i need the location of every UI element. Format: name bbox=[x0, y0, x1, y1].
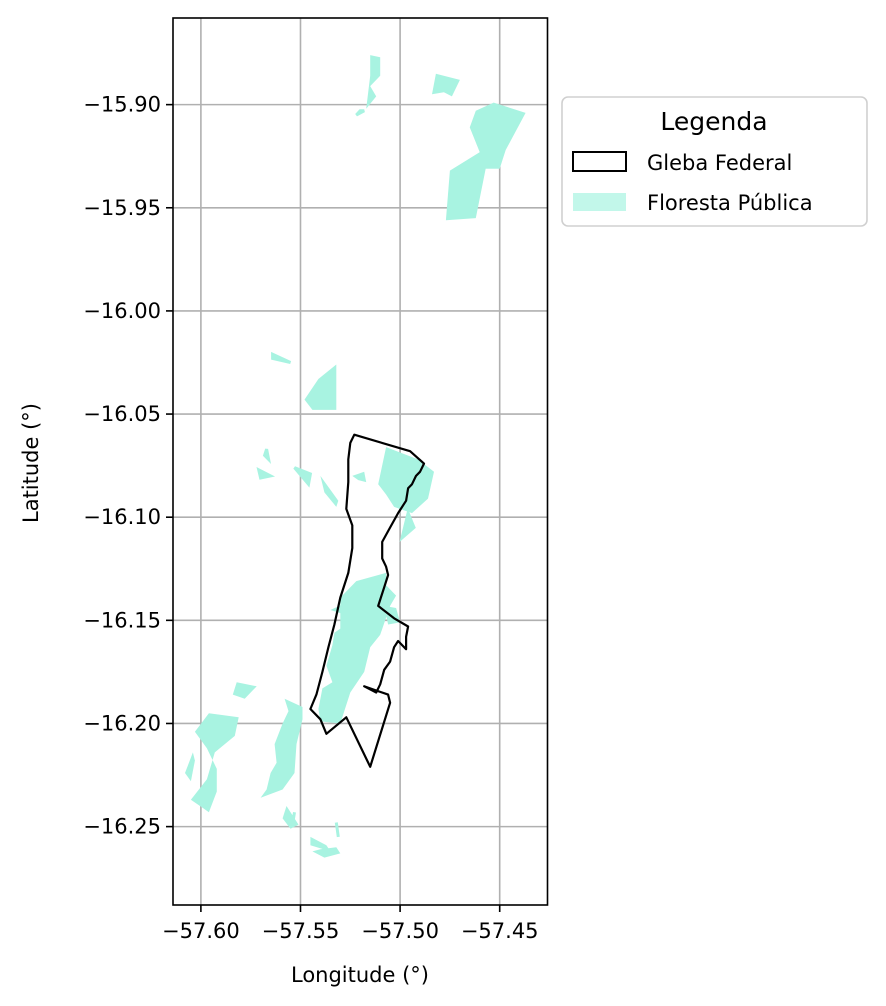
x-axis-label: Longitude (°) bbox=[291, 963, 429, 987]
legend-label-gleba-federal: Gleba Federal bbox=[647, 151, 792, 175]
floresta-publica-polygon bbox=[318, 572, 397, 724]
legend-label-floresta-publica: Floresta Pública bbox=[647, 191, 813, 215]
floresta-publica-polygon bbox=[352, 471, 367, 483]
y-axis-label: Latitude (°) bbox=[19, 403, 43, 523]
floresta-publica-polygon bbox=[260, 698, 303, 798]
floresta-publica-polygon bbox=[304, 364, 337, 410]
floresta-publica-polygon bbox=[310, 836, 331, 852]
x-tick-label: −57.55 bbox=[262, 919, 340, 943]
legend-box bbox=[561, 96, 868, 227]
plot-frame bbox=[172, 17, 549, 906]
floresta-publica-polygon bbox=[334, 822, 340, 838]
y-tick-label: −16.20 bbox=[83, 711, 161, 735]
y-tick-label: −16.10 bbox=[83, 505, 161, 529]
floresta-publica-polygon bbox=[282, 806, 299, 829]
floresta-publica-polygon bbox=[291, 811, 296, 825]
floresta-publica-polygon bbox=[190, 713, 239, 813]
floresta-publica-polygon bbox=[378, 447, 434, 514]
y-tick-label: −15.95 bbox=[83, 196, 161, 220]
gleba-federal-outline bbox=[309, 433, 426, 768]
legend-swatch-gleba-federal bbox=[572, 151, 627, 172]
y-tick-label: −15.90 bbox=[83, 93, 161, 117]
legend: Legenda Gleba Federal Floresta Pública bbox=[561, 96, 868, 227]
x-tick-label: −57.45 bbox=[461, 919, 539, 943]
floresta-publica-polygon bbox=[432, 73, 460, 97]
x-tick-label: −57.60 bbox=[162, 919, 240, 943]
floresta-publica-polygon bbox=[293, 466, 313, 488]
floresta-publica-polygon bbox=[330, 601, 371, 623]
y-tick-label: −16.00 bbox=[83, 299, 161, 323]
y-tick-label: −16.05 bbox=[83, 402, 161, 426]
floresta-publica-polygon bbox=[256, 466, 276, 480]
floresta-publica-layer bbox=[185, 55, 526, 858]
floresta-publica-polygon bbox=[185, 752, 195, 782]
floresta-publica-polygon bbox=[384, 605, 401, 625]
floresta-publica-polygon bbox=[262, 448, 272, 465]
floresta-publica-polygon bbox=[312, 847, 341, 858]
legend-swatch-floresta-publica bbox=[573, 193, 626, 211]
floresta-publica-polygon bbox=[399, 508, 416, 543]
gleba-federal-layer bbox=[309, 433, 426, 768]
floresta-publica-polygon bbox=[445, 102, 500, 221]
y-tick-label: −16.15 bbox=[83, 608, 161, 632]
floresta-publica-polygon bbox=[366, 55, 381, 109]
floresta-publica-polygon bbox=[232, 682, 257, 699]
axis-ticks: −57.60 −57.55 −57.50 −57.45 −15.90 −15.95 −16.… bbox=[83, 93, 538, 943]
y-tick-label: −16.25 bbox=[83, 815, 161, 839]
floresta-publica-polygon bbox=[320, 475, 339, 507]
x-tick-label: −57.50 bbox=[361, 919, 439, 943]
floresta-publica-polygon bbox=[355, 109, 365, 117]
floresta-publica-polygon bbox=[459, 183, 478, 198]
legend-title: Legenda bbox=[660, 107, 767, 136]
floresta-publica-polygon bbox=[271, 351, 292, 364]
